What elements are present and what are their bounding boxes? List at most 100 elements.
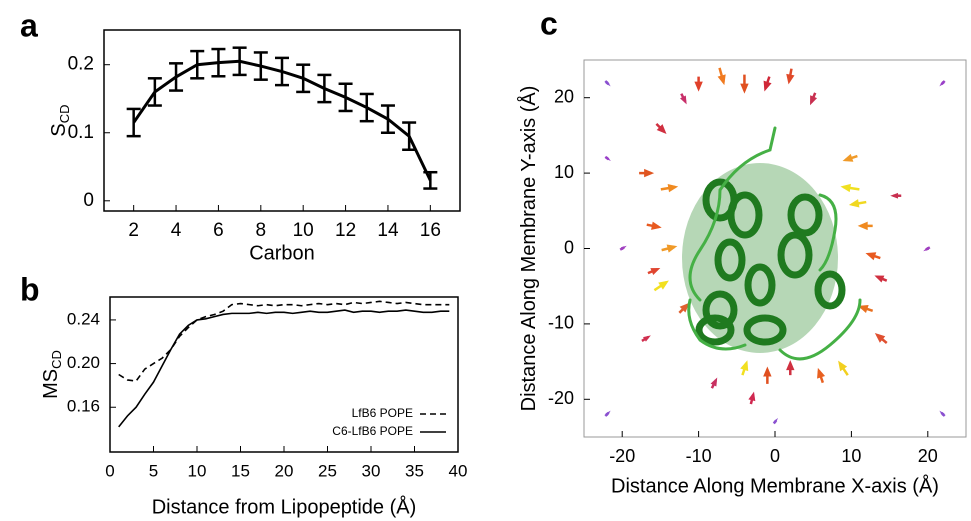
vector-arrow — [604, 80, 611, 87]
y-tick-label: 0.2 — [68, 54, 94, 75]
x-tick-label: -20 — [609, 446, 635, 466]
x-tick-label: 5 — [149, 461, 158, 480]
y-axis-label: SCD — [48, 104, 72, 136]
y-axis-label-main: MS — [40, 369, 62, 399]
vector-arrow — [646, 221, 662, 230]
panel-label: c — [540, 5, 558, 41]
x-tick-label: 4 — [171, 220, 182, 241]
vector-arrow — [874, 275, 888, 283]
vector-arrow — [763, 366, 772, 384]
vector-arrow — [661, 244, 678, 253]
arrow-head — [763, 366, 772, 377]
x-tick-label: 12 — [335, 220, 356, 241]
arrow-head — [679, 302, 690, 313]
vector-arrow — [840, 183, 860, 193]
vector-arrow — [660, 183, 679, 193]
vector-arrow — [680, 93, 687, 105]
x-tick-label: 10 — [841, 446, 861, 466]
x-tick-label: 14 — [377, 220, 399, 241]
arrow-head — [939, 410, 945, 416]
arrow-head — [740, 83, 749, 94]
panel-label: a — [20, 7, 38, 43]
vector-arrow — [763, 76, 772, 92]
y-axis-label-sub: CD — [49, 350, 64, 369]
x-tick-label: 20 — [275, 461, 294, 480]
x-tick-label: -10 — [686, 446, 712, 466]
arrow-head — [643, 335, 651, 342]
vector-arrow — [641, 335, 651, 343]
legend-label: C6-LfB6 POPE — [332, 424, 413, 438]
vector-arrow — [939, 410, 946, 417]
vector-arrow — [923, 246, 931, 252]
arrow-head — [874, 333, 886, 343]
arrow-head — [786, 73, 795, 85]
y-axis-label: MSCD — [40, 350, 64, 399]
y-tick-label: 20 — [554, 86, 574, 106]
vector-arrow — [939, 80, 946, 87]
arrow-head — [644, 168, 655, 178]
arrow-head — [786, 360, 795, 371]
arrow-head — [748, 391, 756, 402]
y-tick-label: 0 — [564, 237, 574, 257]
x-tick-label: 10 — [293, 220, 314, 241]
vector-arrow — [694, 76, 703, 92]
vector-arrow — [678, 302, 690, 314]
vector-arrow — [786, 68, 795, 85]
x-tick-label: 20 — [918, 446, 938, 466]
vector-arrow — [748, 391, 756, 405]
vector-arrow — [890, 192, 902, 199]
x-tick-label: 0 — [105, 461, 114, 480]
vector-arrow — [653, 280, 669, 292]
vector-arrow — [874, 333, 888, 344]
vector-arrow — [810, 92, 818, 106]
arrow-head — [773, 417, 778, 424]
y-tick-label: 0 — [83, 190, 94, 211]
x-tick-label: 16 — [420, 220, 441, 241]
data-line — [132, 59, 432, 182]
arrow-head — [717, 74, 726, 86]
arrow-head — [874, 275, 885, 283]
y-axis-label: Distance Along Membrane Y-axis (Å) — [517, 86, 540, 412]
data-line — [118, 309, 450, 428]
arrow-head — [848, 199, 860, 208]
y-tick-label: -20 — [548, 388, 574, 408]
arrow-head — [842, 153, 854, 162]
x-axis-label: Distance from Lipopeptide (Å) — [152, 495, 417, 518]
arrow-head — [656, 124, 667, 134]
arrow-head — [710, 377, 718, 387]
arrow-head — [620, 245, 627, 251]
vector-arrow — [786, 360, 795, 376]
arrow-head — [680, 95, 687, 105]
y-tick-label: 0.20 — [67, 353, 100, 372]
x-axis-label: Distance Along Membrane X-axis (Å) — [611, 474, 939, 497]
vector-arrow — [647, 267, 661, 275]
arrow-head — [923, 246, 930, 252]
arrow-head — [650, 267, 661, 275]
x-tick-label: 30 — [362, 461, 381, 480]
data-line — [118, 300, 450, 382]
x-axis-label: Carbon — [249, 242, 315, 264]
vector-arrow — [865, 252, 881, 261]
arrow-head — [651, 221, 662, 230]
x-tick-label: 10 — [188, 461, 207, 480]
x-tick-label: 40 — [449, 461, 468, 480]
panel-label: b — [20, 271, 40, 307]
y-axis-label-main: S — [48, 123, 70, 136]
vector-arrow — [772, 417, 778, 425]
y-axis-label-main: Distance Along Membrane Y-axis (Å) — [517, 86, 540, 412]
protein-structure — [682, 126, 862, 361]
vector-arrow — [740, 74, 749, 94]
x-tick-label: 6 — [213, 220, 224, 241]
x-tick-label: 35 — [405, 461, 424, 480]
arrow-head — [667, 183, 679, 193]
x-tick-label: 25 — [318, 461, 337, 480]
arrow-head — [605, 81, 611, 87]
vector-arrow — [817, 367, 826, 384]
vector-arrow — [710, 377, 718, 389]
arrow-head — [817, 367, 826, 379]
x-tick-label: 8 — [256, 220, 267, 241]
arrow-head — [605, 156, 611, 162]
arrow-head — [857, 221, 868, 231]
arrow-head — [763, 80, 772, 92]
